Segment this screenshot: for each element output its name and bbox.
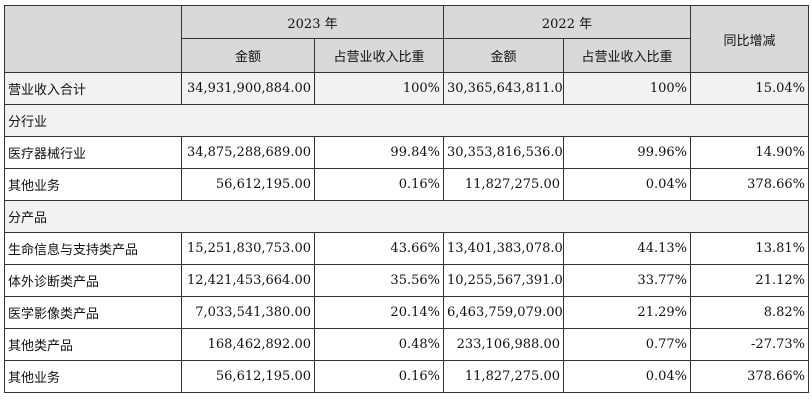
- share-2022-cell: 33.77%: [563, 264, 691, 297]
- amount-2022-cell: 10,255,567,391.00: [443, 264, 564, 297]
- yoy-cell: -27.73%: [690, 328, 809, 361]
- row-label: 生命信息与支持类产品: [4, 232, 182, 265]
- header-share-2022: 占营业收入比重: [563, 38, 691, 73]
- amount-2022-cell: 30,365,643,811.00: [443, 72, 564, 105]
- amount-2023-cell: 56,612,195.00: [181, 168, 315, 201]
- yoy-cell: 8.82%: [690, 296, 809, 329]
- amount-2023-cell: 56,612,195.00: [181, 360, 315, 393]
- table-row: 体外诊断类产品 12,421,453,664.00 35.56% 10,255,567…: [4, 264, 809, 297]
- table-row: 医疗器械行业 34,875,288,689.00 99.84% 30,353,816,…: [4, 136, 809, 169]
- share-2022-cell: 21.29%: [563, 296, 691, 329]
- yoy-cell: 21.12%: [690, 264, 809, 297]
- amount-2023-cell: 15,251,830,753.00: [181, 232, 315, 265]
- table-row: 其他业务 56,612,195.00 0.16% 11,827,275.00 0.04%…: [4, 168, 809, 201]
- header-row-years: 2023 年 2022 年 同比增减: [4, 5, 809, 73]
- row-label: 其他类产品: [4, 328, 182, 361]
- section-row: 分产品: [4, 200, 809, 233]
- table-body: 营业收入合计 34,931,900,884.00 100% 30,365,643,81…: [4, 72, 809, 393]
- yoy-cell: 378.66%: [690, 168, 809, 201]
- header-yoy: 同比增减: [690, 5, 809, 73]
- amount-2022-cell: 233,106,988.00: [443, 328, 564, 361]
- row-label: 其他业务: [4, 360, 182, 393]
- header-corner-cell: [4, 5, 182, 73]
- share-2022-cell: 0.04%: [563, 168, 691, 201]
- header-amount-2022: 金额: [443, 38, 564, 73]
- amount-2022-cell: 11,827,275.00: [443, 168, 564, 201]
- share-2022-cell: 100%: [563, 72, 691, 105]
- yoy-cell: 14.90%: [690, 136, 809, 169]
- share-2023-cell: 0.48%: [314, 328, 444, 361]
- section-row: 分行业: [4, 104, 809, 137]
- share-2023-cell: 0.16%: [314, 168, 444, 201]
- yoy-cell: 13.81%: [690, 232, 809, 265]
- share-2022-cell: 44.13%: [563, 232, 691, 265]
- share-2023-cell: 100%: [314, 72, 444, 105]
- table-row: 营业收入合计 34,931,900,884.00 100% 30,365,643,81…: [4, 72, 809, 105]
- row-label: 医疗器械行业: [4, 136, 182, 169]
- amount-2022-cell: 11,827,275.00: [443, 360, 564, 393]
- header-share-2023: 占营业收入比重: [314, 38, 444, 73]
- row-label: 营业收入合计: [4, 72, 182, 105]
- amount-2023-cell: 12,421,453,664.00: [181, 264, 315, 297]
- share-2023-cell: 35.56%: [314, 264, 444, 297]
- amount-2023-cell: 168,462,892.00: [181, 328, 315, 361]
- amount-2023-cell: 34,875,288,689.00: [181, 136, 315, 169]
- section-label: 分产品: [4, 200, 809, 233]
- share-2023-cell: 0.16%: [314, 360, 444, 393]
- table-row: 生命信息与支持类产品 15,251,830,753.00 43.66% 13,401,…: [4, 232, 809, 265]
- amount-2023-cell: 7,033,541,380.00: [181, 296, 315, 329]
- amount-2023-cell: 34,931,900,884.00: [181, 72, 315, 105]
- header-amount-2023: 金额: [181, 38, 315, 73]
- share-2023-cell: 20.14%: [314, 296, 444, 329]
- share-2022-cell: 0.77%: [563, 328, 691, 361]
- amount-2022-cell: 30,353,816,536.00: [443, 136, 564, 169]
- row-label: 体外诊断类产品: [4, 264, 182, 297]
- share-2022-cell: 99.96%: [563, 136, 691, 169]
- header-year-2022: 2022 年: [443, 5, 691, 39]
- header-row-columns: 金额 占营业收入比重 金额 占营业收入比重: [5, 38, 809, 73]
- share-2022-cell: 0.04%: [563, 360, 691, 393]
- table-row: 其他业务 56,612,195.00 0.16% 11,827,275.00 0.04%…: [4, 360, 809, 393]
- share-2023-cell: 43.66%: [314, 232, 444, 265]
- table-row: 医学影像类产品 7,033,541,380.00 20.14% 6,463,759,0…: [4, 296, 809, 329]
- amount-2022-cell: 13,401,383,078.00: [443, 232, 564, 265]
- yoy-cell: 378.66%: [690, 360, 809, 393]
- row-label: 其他业务: [4, 168, 182, 201]
- header-year-2023: 2023 年: [181, 5, 444, 39]
- amount-2022-cell: 6,463,759,079.00: [443, 296, 564, 329]
- row-label: 医学影像类产品: [4, 296, 182, 329]
- yoy-cell: 15.04%: [690, 72, 809, 105]
- revenue-breakdown-table: 2023 年 2022 年 同比增减 金额 占营业收入比重 金额 占营业收入比重…: [4, 5, 809, 393]
- table-row: 其他类产品 168,462,892.00 0.48% 233,106,988.00 0.…: [4, 328, 809, 361]
- section-label: 分行业: [4, 104, 809, 137]
- share-2023-cell: 99.84%: [314, 136, 444, 169]
